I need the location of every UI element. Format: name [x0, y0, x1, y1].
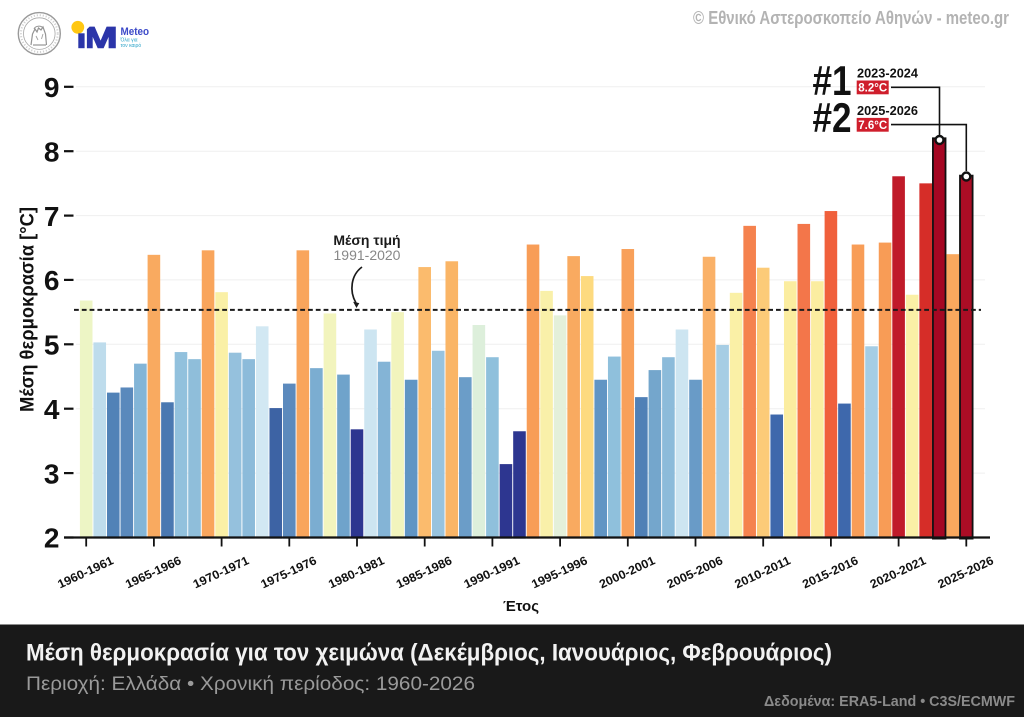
svg-text:8.2°C: 8.2°C [858, 83, 887, 95]
svg-text:4: 4 [44, 394, 60, 425]
svg-text:9: 9 [44, 72, 60, 103]
svg-text:#2: #2 [813, 94, 852, 141]
svg-text:Έτος: Έτος [503, 598, 539, 615]
svg-text:5: 5 [44, 330, 60, 361]
svg-text:1991-2020: 1991-2020 [334, 247, 401, 263]
svg-text:Μέση θερμοκρασία [°C]: Μέση θερμοκρασία [°C] [17, 207, 39, 412]
svg-text:2025-2026: 2025-2026 [857, 104, 918, 118]
svg-text:#1: #1 [813, 57, 852, 104]
svg-text:Μέση θερμοκρασία για τον χειμώ: Μέση θερμοκρασία για τον χειμώνα (Δεκέμβ… [26, 640, 832, 667]
svg-text:Meteo: Meteo [121, 26, 150, 38]
svg-text:Δεδομένα: ERA5-Land • C3S/ECMW: Δεδομένα: ERA5-Land • C3S/ECMWF [764, 694, 1015, 710]
svg-text:2: 2 [44, 523, 60, 554]
svg-text:2023-2024: 2023-2024 [857, 67, 918, 81]
svg-text:8: 8 [44, 136, 60, 167]
svg-text:τον καιρό: τον καιρό [121, 42, 142, 49]
svg-text:Περιοχή: Ελλάδα • Χρονική περί: Περιοχή: Ελλάδα • Χρονική περίοδος: 1960… [26, 674, 475, 695]
svg-text:© Εθνικό Αστεροσκοπείο Αθηνών: © Εθνικό Αστεροσκοπείο Αθηνών - meteo.gr [693, 8, 1009, 28]
svg-text:Όλα για: Όλα για [120, 38, 138, 44]
svg-text:7.6°C: 7.6°C [858, 120, 887, 132]
svg-text:Μέση τιμή: Μέση τιμή [333, 232, 400, 248]
svg-text:6: 6 [44, 265, 60, 296]
svg-text:3: 3 [44, 458, 60, 489]
svg-text:7: 7 [44, 201, 60, 232]
